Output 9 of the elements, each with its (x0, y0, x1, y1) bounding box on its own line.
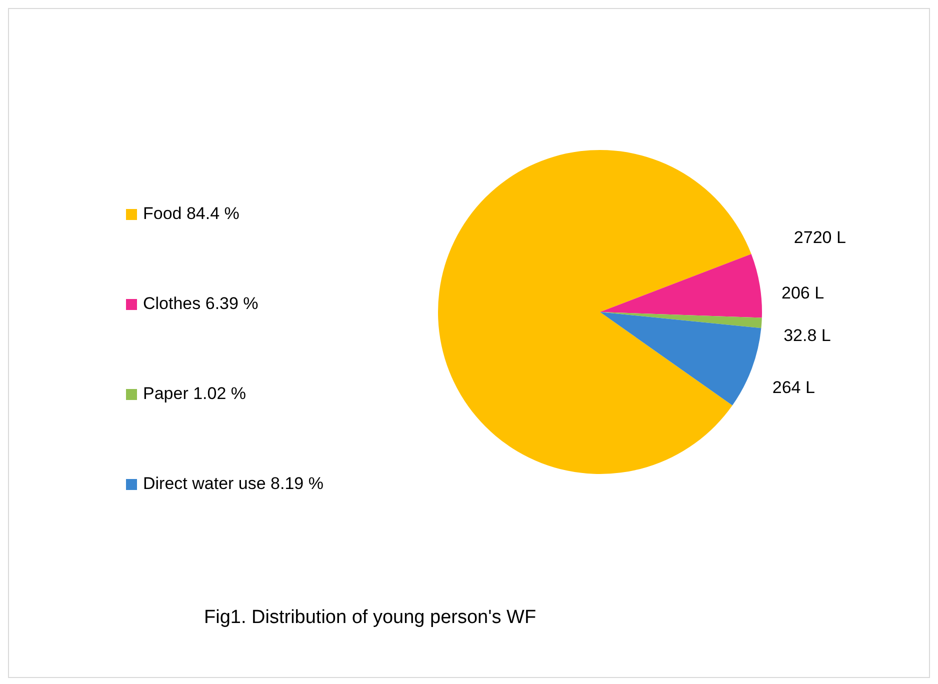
legend-label: Clothes 6.39 % (143, 294, 258, 314)
data-label: 2720 L (794, 228, 846, 248)
data-label: 264 L (772, 378, 815, 397)
legend-label: Paper 1.02 % (143, 384, 246, 404)
legend-label: Food 84.4 % (143, 204, 240, 224)
caption: Fig1. Distribution of young person's WF (204, 607, 536, 629)
data-label: 206 L (782, 283, 824, 302)
legend-label: Direct water use 8.19 % (143, 474, 324, 494)
data-label: 32.8 L (784, 326, 831, 346)
